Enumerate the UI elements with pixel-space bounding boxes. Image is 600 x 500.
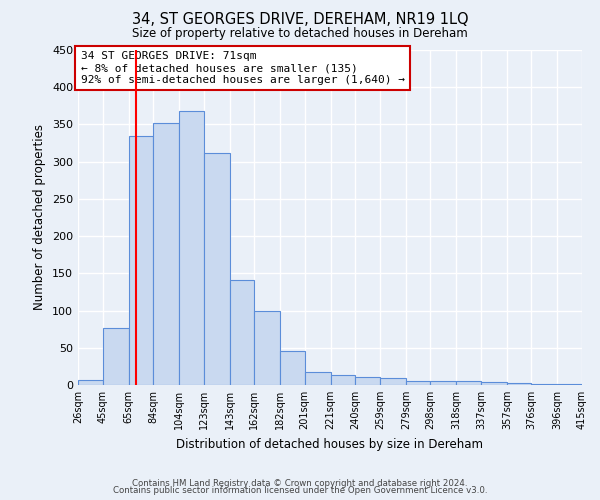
Bar [481, 382, 507, 385]
Bar [78, 380, 103, 385]
Bar [457, 382, 481, 385]
Text: 34 ST GEORGES DRIVE: 71sqm
← 8% of detached houses are smaller (135)
92% of semi: 34 ST GEORGES DRIVE: 71sqm ← 8% of detac… [80, 52, 404, 84]
Text: 34, ST GEORGES DRIVE, DEREHAM, NR19 1LQ: 34, ST GEORGES DRIVE, DEREHAM, NR19 1LQ [131, 12, 469, 28]
Bar [430, 380, 457, 385]
Y-axis label: Number of detached properties: Number of detached properties [34, 124, 46, 310]
Bar [331, 374, 355, 385]
Bar [254, 310, 280, 385]
Bar [355, 377, 380, 385]
Bar [507, 383, 532, 385]
Bar [230, 280, 254, 385]
Bar [532, 384, 557, 385]
Bar [406, 382, 430, 385]
Text: Contains HM Land Registry data © Crown copyright and database right 2024.: Contains HM Land Registry data © Crown c… [132, 478, 468, 488]
Bar [179, 111, 203, 385]
Bar [103, 328, 128, 385]
Bar [153, 123, 179, 385]
Bar [557, 384, 582, 385]
Bar [305, 372, 331, 385]
Bar [380, 378, 406, 385]
Bar [203, 154, 230, 385]
Text: Size of property relative to detached houses in Dereham: Size of property relative to detached ho… [132, 28, 468, 40]
X-axis label: Distribution of detached houses by size in Dereham: Distribution of detached houses by size … [176, 438, 484, 450]
Bar [128, 136, 153, 385]
Bar [280, 351, 305, 385]
Text: Contains public sector information licensed under the Open Government Licence v3: Contains public sector information licen… [113, 486, 487, 495]
